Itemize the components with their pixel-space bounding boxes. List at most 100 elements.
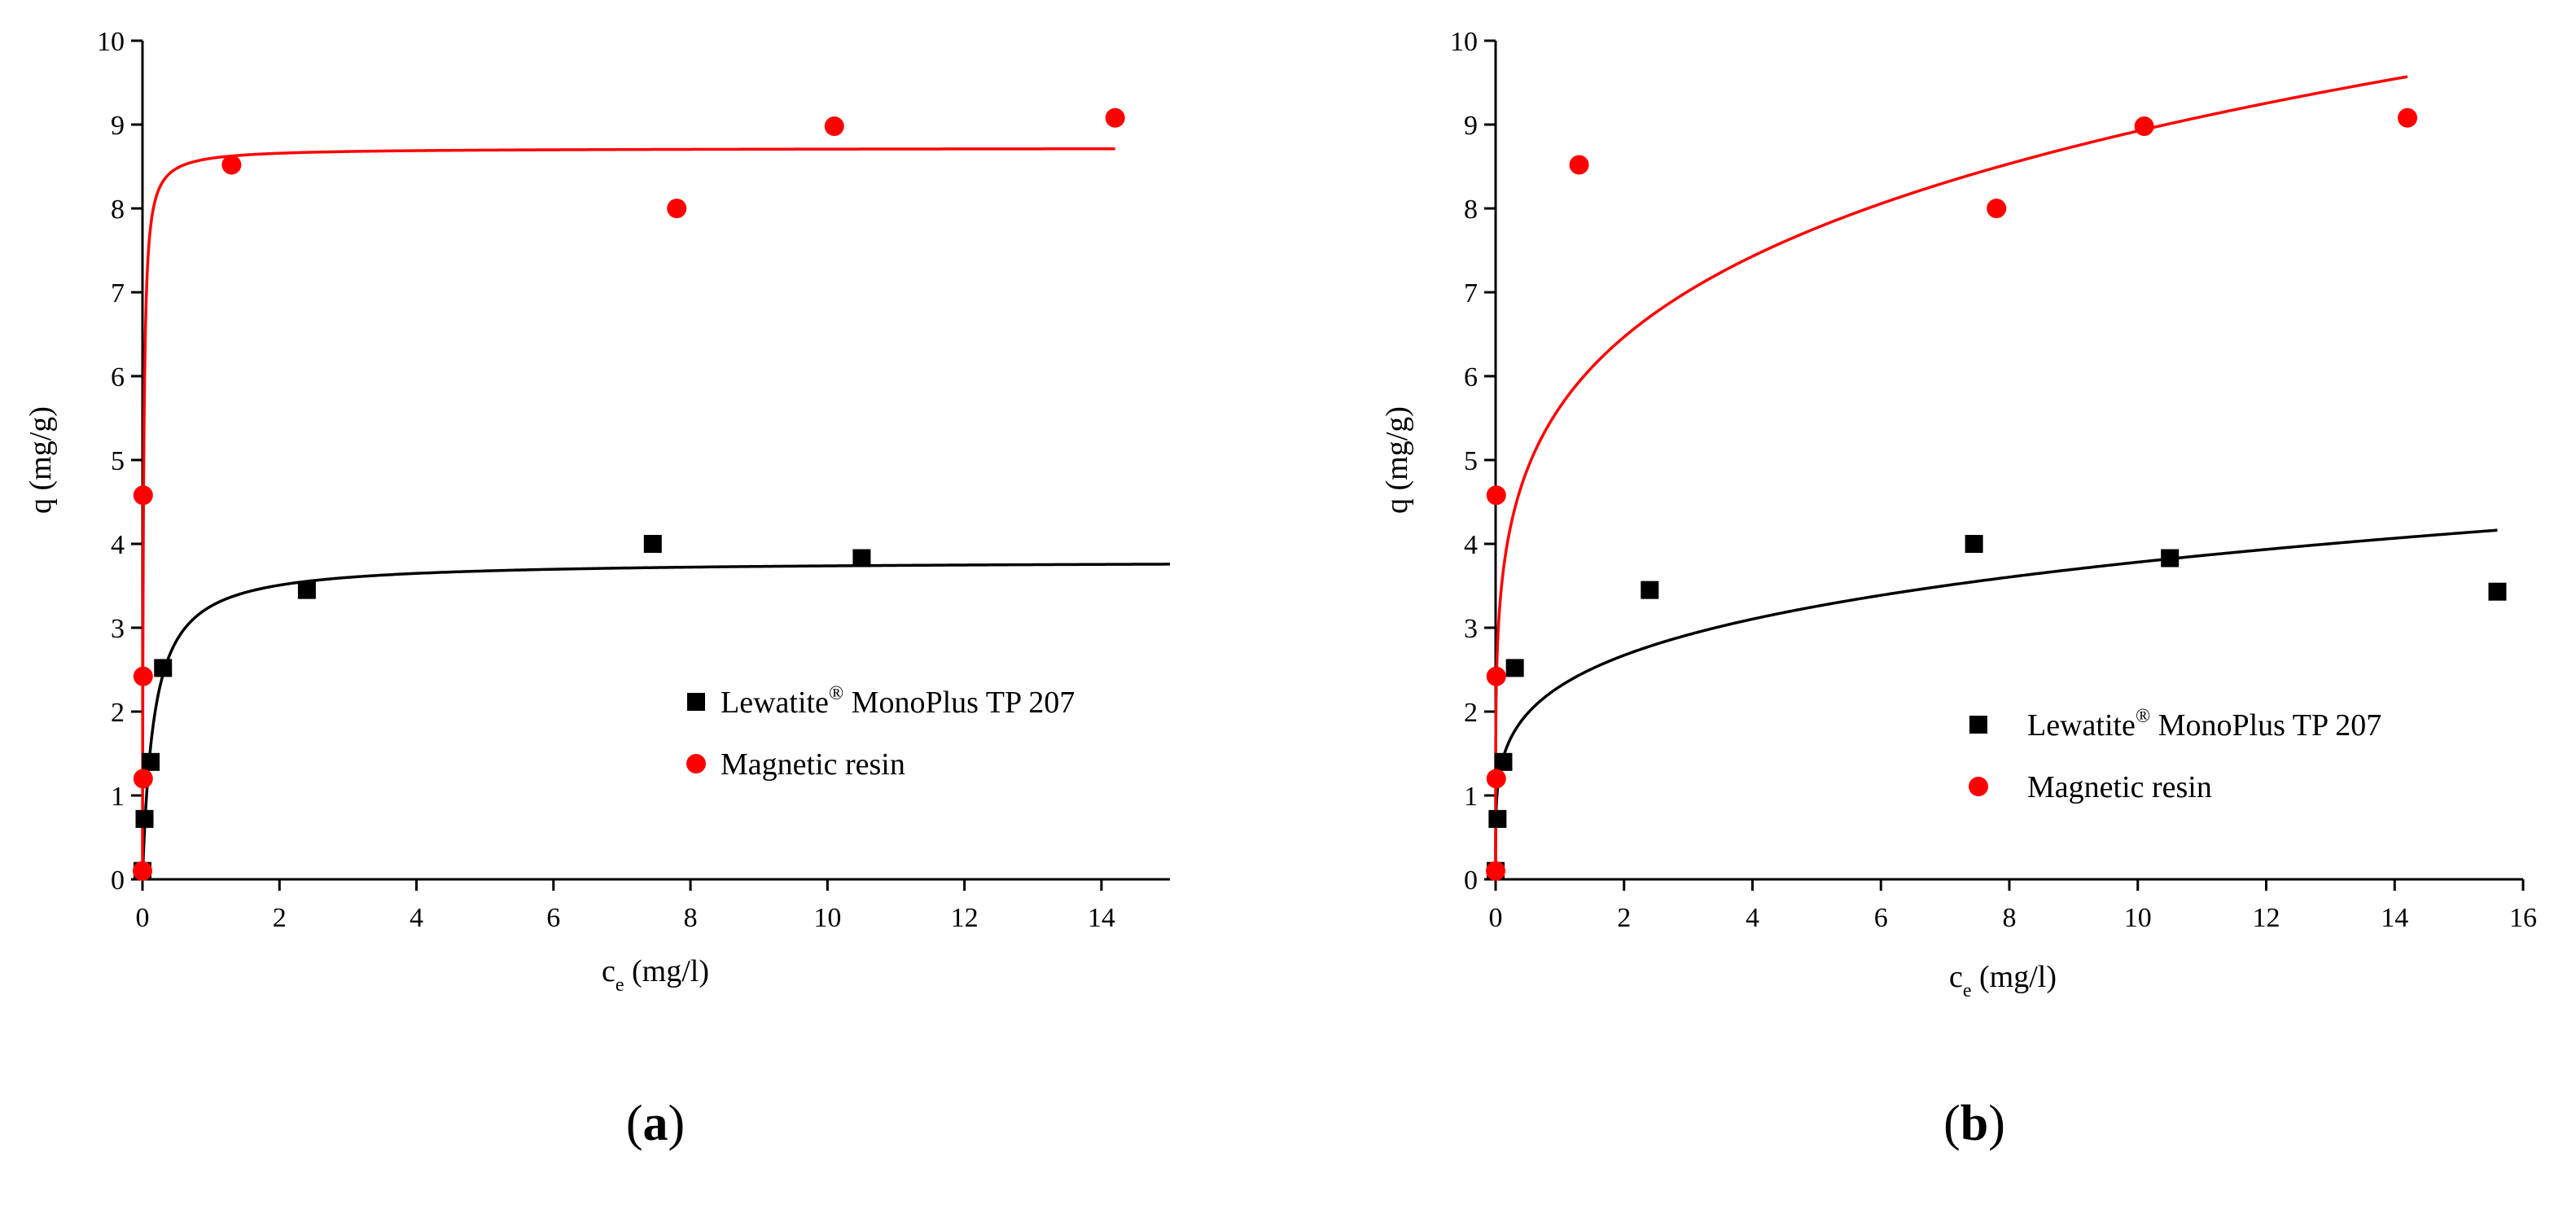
y-tick-label: 0 (1464, 865, 1478, 896)
lewatite-data-point (297, 581, 316, 599)
x-tick-label: 14 (2381, 903, 2408, 933)
lewatite-data-point (1965, 535, 1983, 553)
magnetic-resin-data-point (1486, 861, 1505, 881)
y-tick-label: 8 (111, 195, 125, 225)
x-tick-label: 8 (684, 903, 698, 933)
x-axis-title: ce (mg/l) (1949, 960, 2057, 1001)
magnetic-resin-data-point (1987, 199, 2007, 218)
lewatite-fit-curve (141, 563, 1171, 880)
x-axis-title-units: (mg/l) (1972, 960, 2057, 994)
y-tick-label: 1 (1464, 782, 1478, 812)
x-tick-label: 12 (2253, 903, 2280, 933)
y-tick-label: 9 (111, 111, 125, 141)
magnetic-resin-fit-curve (141, 147, 1115, 880)
y-tick-label: 8 (1464, 195, 1478, 225)
x-tick-label: 14 (1088, 903, 1115, 933)
y-tick-label: 4 (111, 530, 125, 560)
magnetic-resin-data-point (2398, 107, 2418, 128)
y-tick-label: 3 (1464, 614, 1478, 644)
legend-label-base: Lewatite (721, 686, 829, 720)
magnetic-resin-data-point (1486, 666, 1506, 686)
lewatite-data-point (135, 809, 154, 828)
legend-label-base: Lewatite (2027, 708, 2136, 743)
magnetic-resin-data-point (1486, 769, 1506, 789)
legend-label-rest: MonoPlus TP 207 (843, 686, 1075, 720)
x-tick-label: 0 (1489, 903, 1503, 933)
legend-label-rest: MonoPlus TP 207 (2150, 708, 2381, 743)
magnetic-resin-data-point (1105, 107, 1125, 128)
panel-label-close: ) (1988, 1096, 2005, 1151)
y-tick-label: 6 (1464, 362, 1478, 392)
magnetic-resin-data-point (667, 199, 687, 218)
y-tick-label: 2 (111, 698, 125, 728)
panel-label: (a) (626, 1096, 685, 1151)
legend: Lewatite® MonoPlus TP 207 Magnetic resin (686, 683, 1075, 782)
panel-label: (b) (1943, 1096, 2005, 1151)
legend-square-marker (687, 693, 705, 711)
x-tick-label: 0 (136, 903, 150, 933)
y-axis-title: q (mg/g) (24, 406, 58, 514)
y-axis-title: q (mg/g) (1380, 406, 1414, 514)
magnetic-resin-data-point (133, 666, 153, 686)
y-tick-label: 5 (1464, 446, 1478, 476)
lewatite-data-point (1505, 659, 1524, 677)
x-axis-title-subscript: e (616, 975, 624, 996)
x-tick-label: 10 (813, 903, 841, 933)
x-tick-label: 4 (410, 903, 423, 933)
y-tick-label: 10 (97, 27, 125, 57)
lewatite-data-point (643, 535, 662, 553)
x-axis-title-subscript: e (1963, 980, 1972, 1001)
y-tick-label: 0 (111, 865, 125, 896)
y-tick-label: 3 (111, 614, 125, 644)
lewatite-data-point (142, 752, 160, 771)
lewatite-data-point (2488, 582, 2507, 601)
y-tick-label: 6 (111, 362, 125, 392)
y-tick-label: 2 (1464, 698, 1478, 728)
y-tick-label: 7 (1464, 278, 1478, 309)
legend-label-lewatite: Lewatite® MonoPlus TP 207 (721, 683, 1075, 720)
y-tick-label: 5 (111, 446, 125, 476)
lewatite-data-point (1494, 752, 1513, 771)
x-axis-title-main: c (1949, 960, 1963, 994)
x-tick-label: 12 (951, 903, 979, 933)
y-tick-label: 7 (111, 278, 125, 309)
legend-circle-marker (686, 754, 706, 773)
magnetic-resin-data-point (221, 155, 242, 175)
x-tick-label: 6 (546, 903, 560, 933)
lewatite-data-point (852, 549, 871, 567)
panel-label-open: ( (626, 1096, 643, 1151)
legend-label-lewatite: Lewatite® MonoPlus TP 207 (2027, 706, 2381, 743)
y-tick-label: 10 (1450, 27, 1478, 57)
panel-label-letter: a (643, 1096, 668, 1151)
x-tick-label: 10 (2124, 903, 2152, 933)
lewatite-data-point (1641, 581, 1659, 599)
x-tick-label: 6 (1874, 903, 1888, 933)
magnetic-resin-data-point (2134, 116, 2154, 137)
magnetic-resin-fit-curve (1494, 75, 2408, 879)
magnetic-resin-data-point (133, 769, 153, 789)
x-tick-label: 2 (273, 903, 287, 933)
lewatite-data-point (1488, 809, 1507, 828)
magnetic-resin-data-point (133, 485, 153, 506)
magnetic-resin-data-point (133, 861, 152, 881)
x-tick-label: 2 (1617, 903, 1631, 933)
panel-label-close: ) (668, 1096, 686, 1151)
magnetic-resin-data-point (824, 116, 844, 137)
x-tick-label: 16 (2509, 903, 2537, 933)
magnetic-resin-data-point (1569, 155, 1589, 175)
legend-circle-marker (1969, 777, 1988, 796)
panel-label-letter: b (1960, 1096, 1988, 1151)
panel-label-open: ( (1943, 1096, 1960, 1151)
legend-label-superscript: ® (2136, 706, 2150, 727)
legend-label-magnetic-resin: Magnetic resin (2027, 770, 2212, 804)
y-tick-label: 9 (1464, 111, 1478, 141)
legend: Lewatite® MonoPlus TP 207 Magnetic resin (1969, 706, 2381, 804)
y-tick-label: 4 (1464, 530, 1478, 560)
legend-label-superscript: ® (829, 683, 843, 704)
x-tick-label: 8 (2003, 903, 2017, 933)
magnetic-resin-data-point (1486, 485, 1506, 506)
lewatite-data-point (154, 659, 173, 677)
